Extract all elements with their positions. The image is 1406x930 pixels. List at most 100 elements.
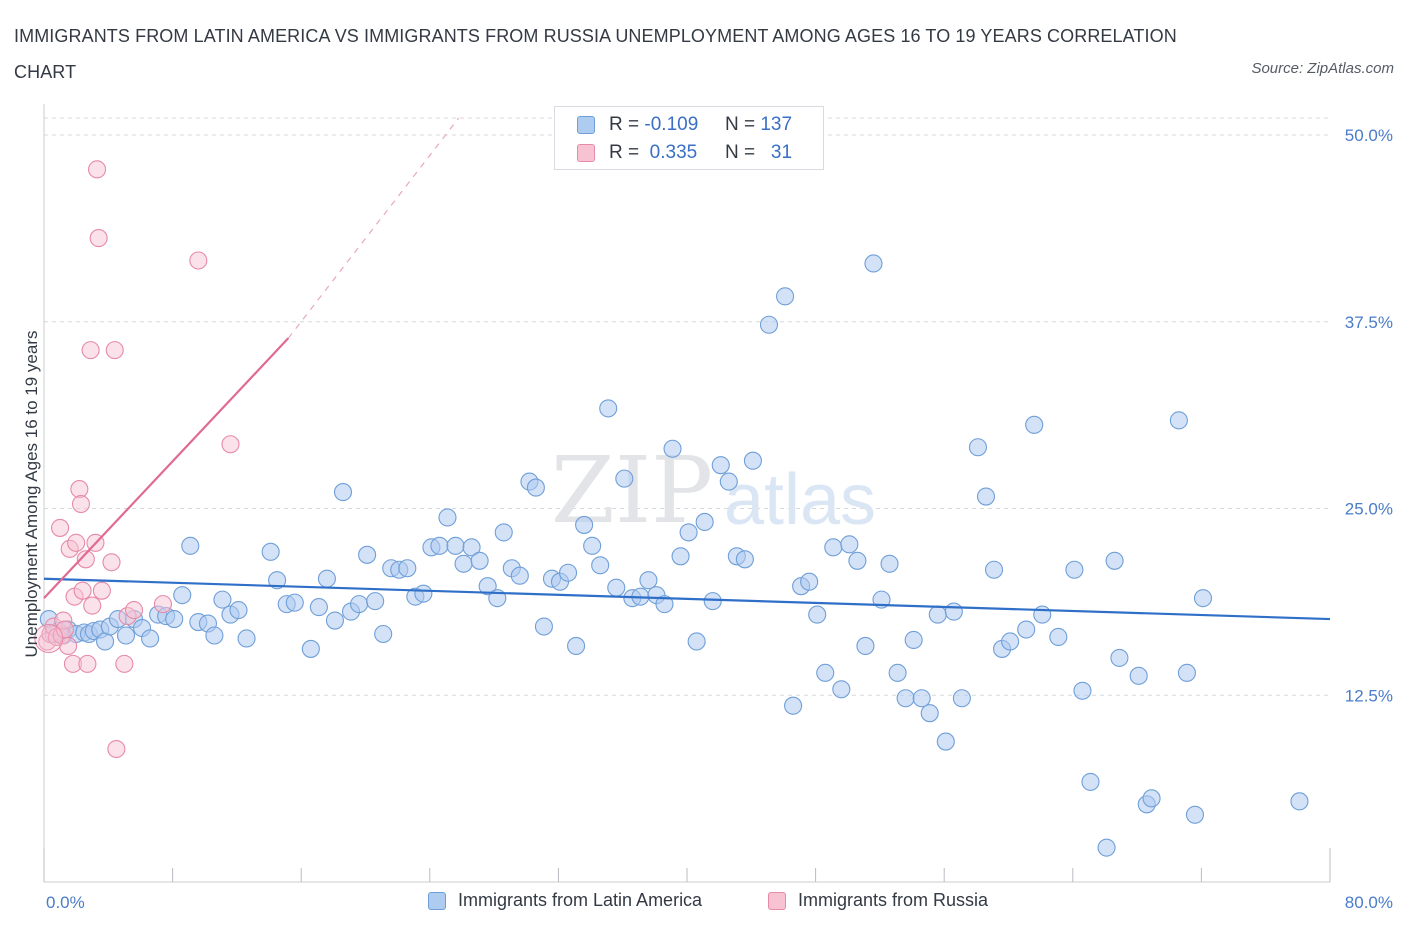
legend-label-russia: Immigrants from Russia: [798, 890, 989, 910]
scatter-point-latin-america: [350, 595, 369, 614]
scatter-point-russia: [67, 533, 86, 552]
scatter-point-latin-america: [904, 630, 923, 650]
scatter-point-latin-america: [438, 508, 457, 527]
legend-r-value: 0.335: [644, 142, 698, 163]
scatter-point-russia: [153, 595, 173, 614]
scatter-point-russia: [221, 435, 240, 454]
scatter-point-russia: [87, 160, 107, 179]
scatter-point-latin-america: [976, 487, 996, 506]
scatter-point-latin-america: [1110, 648, 1129, 667]
scatter-point-latin-america: [832, 680, 851, 699]
trend-line-latin-america: [43, 577, 1331, 621]
scatter-point-russia: [102, 553, 121, 572]
series-latin-america-points: [39, 254, 1309, 857]
scatter-point-russia: [107, 739, 126, 759]
scatter-point-latin-america: [840, 535, 859, 554]
legend-swatch-blue: [577, 116, 595, 134]
scatter-point-latin-america: [285, 593, 304, 612]
scatter-point-latin-america: [1177, 663, 1196, 682]
scatter-point-latin-america: [655, 595, 674, 614]
y-tick-label: 50.0%: [1345, 126, 1393, 145]
scatter-point-latin-america: [534, 617, 553, 636]
legend-n-label: N =: [724, 142, 756, 163]
y-tick-label: 25.0%: [1345, 500, 1393, 519]
legend-label-latin-america: Immigrants from Latin America: [458, 890, 703, 910]
trend-line-russia: [43, 337, 290, 599]
scatter-point-latin-america: [1033, 605, 1052, 624]
legend-r-label: R =: [609, 114, 640, 135]
scatter-point-latin-america: [575, 515, 594, 534]
scatter-point-latin-america: [414, 584, 433, 603]
scatter-point-latin-america: [896, 689, 915, 708]
scatter-point-latin-america: [776, 287, 795, 306]
scatter-point-russia: [115, 654, 134, 673]
scatter-point-latin-america: [462, 538, 481, 557]
scatter-point-latin-america: [141, 629, 160, 648]
scatter-point-latin-america: [268, 571, 287, 590]
scatter-point-latin-america: [173, 586, 192, 605]
scatter-point-russia: [59, 636, 78, 655]
series-russia-points: [34, 160, 240, 759]
source-label: Source: ZipAtlas.com: [1251, 60, 1394, 77]
scatter-point-russia: [92, 581, 111, 600]
scatter-point-russia: [105, 341, 124, 360]
scatter-point-latin-america: [671, 547, 690, 566]
scatter-point-latin-america: [1193, 589, 1213, 608]
scatter-point-russia: [189, 251, 208, 270]
scatter-point-latin-america: [695, 512, 714, 531]
legend-row-latin-america: R = -0.109 N = 137: [577, 111, 792, 139]
scatter-point-latin-america: [687, 632, 706, 651]
scatter-point-latin-america: [824, 538, 843, 557]
scatter-point-latin-america: [229, 601, 248, 620]
x-tick-label-max: 80.0%: [1345, 893, 1393, 912]
scatter-point-latin-america: [446, 536, 465, 555]
scatter-point-latin-america: [591, 556, 610, 575]
scatter-point-latin-america: [333, 483, 353, 502]
scatter-point-latin-america: [816, 663, 835, 682]
scatter-point-latin-america: [1185, 805, 1205, 824]
scatter-point-latin-america: [1290, 792, 1309, 811]
scatter-point-latin-america: [856, 636, 875, 655]
trend-lines: [43, 117, 1331, 621]
scatter-point-latin-america: [607, 578, 626, 597]
scatter-point-latin-america: [213, 590, 232, 609]
watermark: ZIP atlas: [551, 437, 876, 544]
scatter-point-latin-america: [968, 438, 988, 457]
scatter-point-latin-america: [116, 626, 136, 645]
scatter-point-latin-america: [261, 542, 280, 561]
scatter-point-latin-america: [583, 536, 602, 555]
legend-item-latin-america[interactable]: Immigrants from Latin America: [428, 890, 702, 911]
watermark-atlas: atlas: [724, 460, 876, 540]
legend-n-label: N =: [724, 114, 756, 135]
scatter-point-latin-america: [808, 605, 827, 624]
legend-r-value: -0.109: [644, 114, 699, 135]
scatter-point-latin-america: [181, 536, 200, 555]
scatter-point-latin-america: [888, 663, 907, 682]
scatter-point-russia: [76, 550, 95, 569]
scatter-point-latin-america: [510, 566, 529, 585]
scatter-point-latin-america: [398, 559, 417, 578]
scatter-point-latin-america: [848, 551, 867, 570]
scatter-point-latin-america: [526, 478, 545, 497]
scatter-point-latin-america: [920, 704, 939, 723]
scatter-point-latin-america: [325, 611, 345, 630]
scatter-point-latin-america: [864, 254, 883, 273]
scatter-point-latin-america: [374, 624, 393, 644]
legend-swatch-pink: [768, 891, 786, 910]
scatter-point-latin-america: [1025, 415, 1044, 434]
scatter-point-latin-america: [494, 523, 513, 542]
scatter-point-russia: [78, 654, 97, 673]
scatter-point-latin-america: [1129, 666, 1148, 685]
scatter-point-russia: [51, 518, 70, 537]
series-legend: Immigrants from Latin America Immigrants…: [0, 886, 1406, 918]
scatter-point-latin-america: [1105, 551, 1124, 570]
trend-line-russia-extension: [287, 117, 460, 339]
scatter-point-latin-america: [663, 439, 682, 458]
scatter-point-latin-america: [1001, 632, 1020, 651]
scatter-point-latin-america: [944, 602, 963, 621]
legend-item-russia[interactable]: Immigrants from Russia: [768, 890, 988, 911]
scatter-point-latin-america: [237, 629, 256, 648]
legend-swatch-blue: [428, 891, 446, 910]
correlation-legend: R = -0.109 N = 137 R = 0.335 N = 31: [554, 106, 824, 170]
scatter-point-latin-america: [679, 523, 698, 542]
